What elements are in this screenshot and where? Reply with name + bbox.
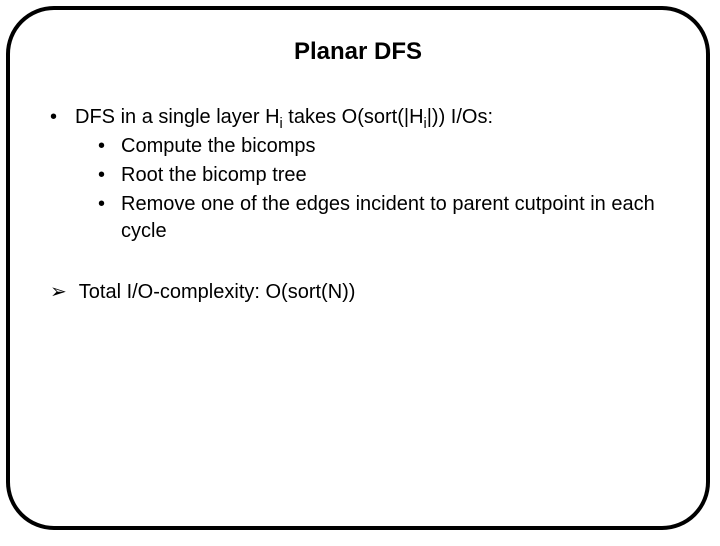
sub-bullet-1: • Compute the bicomps (98, 133, 666, 160)
sub-bullet-3: • Remove one of the edges incident to pa… (98, 191, 666, 245)
slide-content: • DFS in a single layer Hi takes O(sort(… (10, 104, 706, 306)
bullet-icon: • (98, 133, 105, 160)
t3: |)) I/Os: (427, 106, 493, 128)
conclusion-text: Total I/O-complexity: O(sort(N)) (79, 279, 356, 306)
bullet-icon: • (98, 191, 105, 245)
sub-bullet-label: Compute the bicomps (121, 133, 316, 160)
arrow-icon: ➢ (50, 279, 67, 306)
bullet-icon: • (50, 104, 57, 131)
bullet-main-text: DFS in a single layer Hi takes O(sort(|H… (75, 104, 493, 131)
spacer (50, 247, 666, 275)
sub-bullet-2: • Root the bicomp tree (98, 162, 666, 189)
t2: takes O(sort(|H (283, 106, 424, 128)
bullet-icon: • (98, 162, 105, 189)
bullet-main: • DFS in a single layer Hi takes O(sort(… (50, 104, 666, 131)
conclusion-line: ➢ Total I/O-complexity: O(sort(N)) (50, 279, 666, 306)
slide-title: Planar DFS (10, 38, 706, 66)
slide-frame: Planar DFS • DFS in a single layer Hi ta… (6, 6, 710, 530)
sub-bullet-label: Remove one of the edges incident to pare… (121, 191, 666, 245)
sub-bullet-label: Root the bicomp tree (121, 162, 307, 189)
sub-bullets: • Compute the bicomps • Root the bicomp … (50, 133, 666, 245)
t1: DFS in a single layer H (75, 106, 280, 128)
